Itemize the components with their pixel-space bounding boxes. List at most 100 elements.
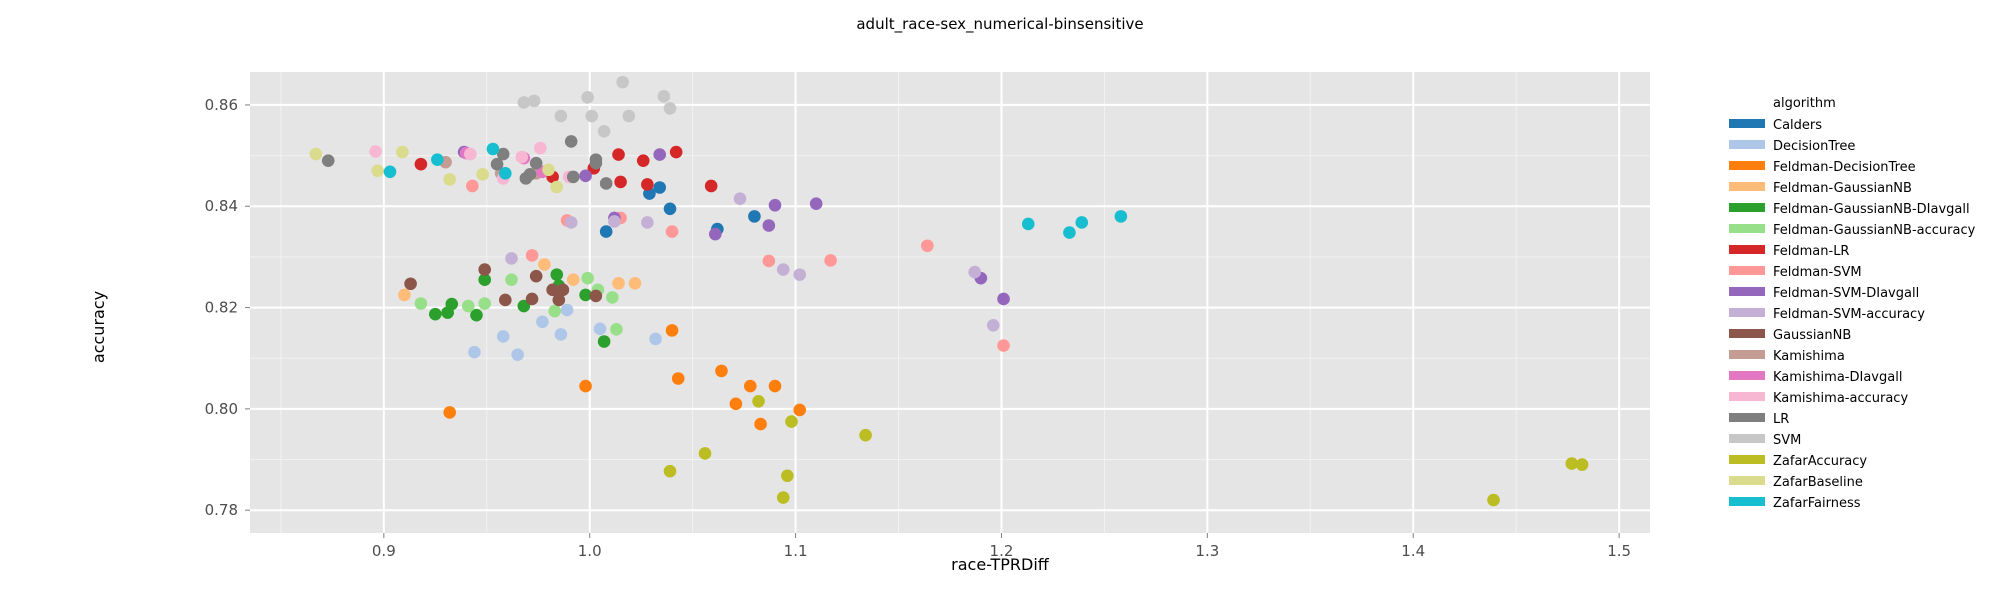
y-axis-ticks: 0.78 0.80 0.82 0.84 0.86 — [205, 96, 250, 519]
data-point — [612, 276, 625, 290]
data-point — [608, 215, 621, 228]
data-point — [665, 225, 679, 238]
data-point — [431, 153, 444, 166]
legend-swatch — [1729, 434, 1765, 443]
legend-label: Kamishima — [1773, 349, 1845, 364]
data-point — [533, 141, 547, 155]
x-tick-label: 1.1 — [784, 542, 808, 560]
data-point — [523, 168, 537, 181]
legend-swatch — [1729, 203, 1765, 212]
minor-grid — [250, 72, 1650, 533]
data-point — [1487, 493, 1500, 507]
x-tick-label: 1.3 — [1195, 542, 1219, 560]
data-point — [859, 428, 872, 442]
legend-label: Feldman-SVM — [1773, 265, 1862, 280]
data-point — [496, 330, 510, 343]
data-point — [496, 147, 510, 161]
data-point — [589, 289, 603, 303]
legend-swatch — [1729, 308, 1765, 317]
data-point — [550, 268, 564, 281]
y-tick-label: 0.78 — [205, 501, 238, 519]
data-point — [414, 157, 428, 171]
data-point — [369, 145, 382, 158]
data-point — [478, 273, 492, 287]
y-tick-label: 0.84 — [205, 197, 238, 215]
legend-swatch — [1729, 350, 1765, 359]
legend-swatch — [1729, 476, 1765, 485]
legend-label: Feldman-GaussianNB-accuracy — [1773, 223, 1976, 238]
data-point — [606, 291, 619, 304]
data-point — [404, 277, 417, 291]
data-point — [371, 164, 384, 178]
y-tick-label: 0.86 — [205, 96, 238, 114]
data-point — [657, 90, 671, 103]
data-point — [490, 157, 504, 171]
data-point — [498, 167, 512, 180]
data-point — [641, 216, 654, 229]
data-point — [517, 96, 531, 109]
data-point — [612, 148, 625, 161]
data-point — [628, 276, 642, 290]
data-point — [556, 283, 570, 297]
legend-label: Feldman-SVM-DIavgall — [1773, 286, 1919, 301]
data-point — [529, 269, 543, 283]
data-point — [511, 348, 524, 361]
data-point — [536, 315, 549, 329]
data-point — [729, 397, 743, 411]
data-point — [466, 179, 479, 193]
x-tick-label: 1.4 — [1401, 542, 1425, 560]
data-point — [470, 308, 483, 322]
x-axis-ticks: 0.9 1.0 1.1 1.2 1.3 1.4 1.5 — [372, 533, 1631, 560]
legend-swatch — [1729, 392, 1765, 401]
data-point — [785, 415, 798, 428]
x-tick-label: 1.2 — [990, 542, 1014, 560]
data-point — [383, 165, 397, 179]
data-point — [762, 219, 776, 232]
data-point — [1114, 210, 1128, 223]
data-point — [550, 180, 564, 194]
data-point — [321, 154, 335, 167]
data-point — [593, 322, 607, 336]
data-point — [743, 379, 757, 393]
data-point — [641, 178, 654, 191]
data-point — [768, 379, 782, 393]
data-point — [793, 403, 807, 417]
data-point — [752, 394, 765, 408]
data-point — [997, 339, 1010, 352]
data-point — [579, 288, 592, 302]
data-point — [824, 254, 837, 267]
y-tick-label: 0.80 — [205, 400, 238, 418]
data-point — [554, 109, 568, 123]
data-point — [793, 268, 807, 281]
data-point — [529, 156, 543, 170]
legend-label: Kamishima-DIavgall — [1773, 370, 1902, 385]
data-point — [649, 332, 662, 346]
legend-swatch — [1729, 161, 1765, 170]
data-point — [546, 283, 559, 297]
data-point — [461, 299, 475, 313]
legend-swatch — [1729, 140, 1765, 149]
data-point — [663, 464, 677, 478]
data-point — [986, 318, 1000, 332]
data-point — [708, 227, 722, 241]
legend-label: Feldman-GaussianNB — [1773, 181, 1912, 196]
legend-swatch — [1729, 455, 1765, 464]
legend-swatch — [1729, 182, 1765, 191]
data-point — [622, 109, 636, 123]
data-points — [309, 75, 1589, 507]
data-point — [1565, 457, 1579, 470]
data-point — [560, 303, 574, 317]
data-point — [505, 273, 518, 287]
data-point — [653, 148, 667, 161]
legend-swatch — [1729, 287, 1765, 296]
data-point — [566, 273, 580, 287]
data-point — [1575, 458, 1589, 471]
legend-label: ZafarFairness — [1773, 496, 1861, 511]
data-point — [498, 293, 512, 307]
legend-label: Kamishima-accuracy — [1773, 391, 1908, 406]
data-point — [505, 252, 518, 265]
plot-panel — [250, 72, 1650, 533]
legend-title: algorithm — [1773, 96, 1836, 111]
data-point — [463, 147, 477, 161]
legend-swatch — [1729, 224, 1765, 233]
